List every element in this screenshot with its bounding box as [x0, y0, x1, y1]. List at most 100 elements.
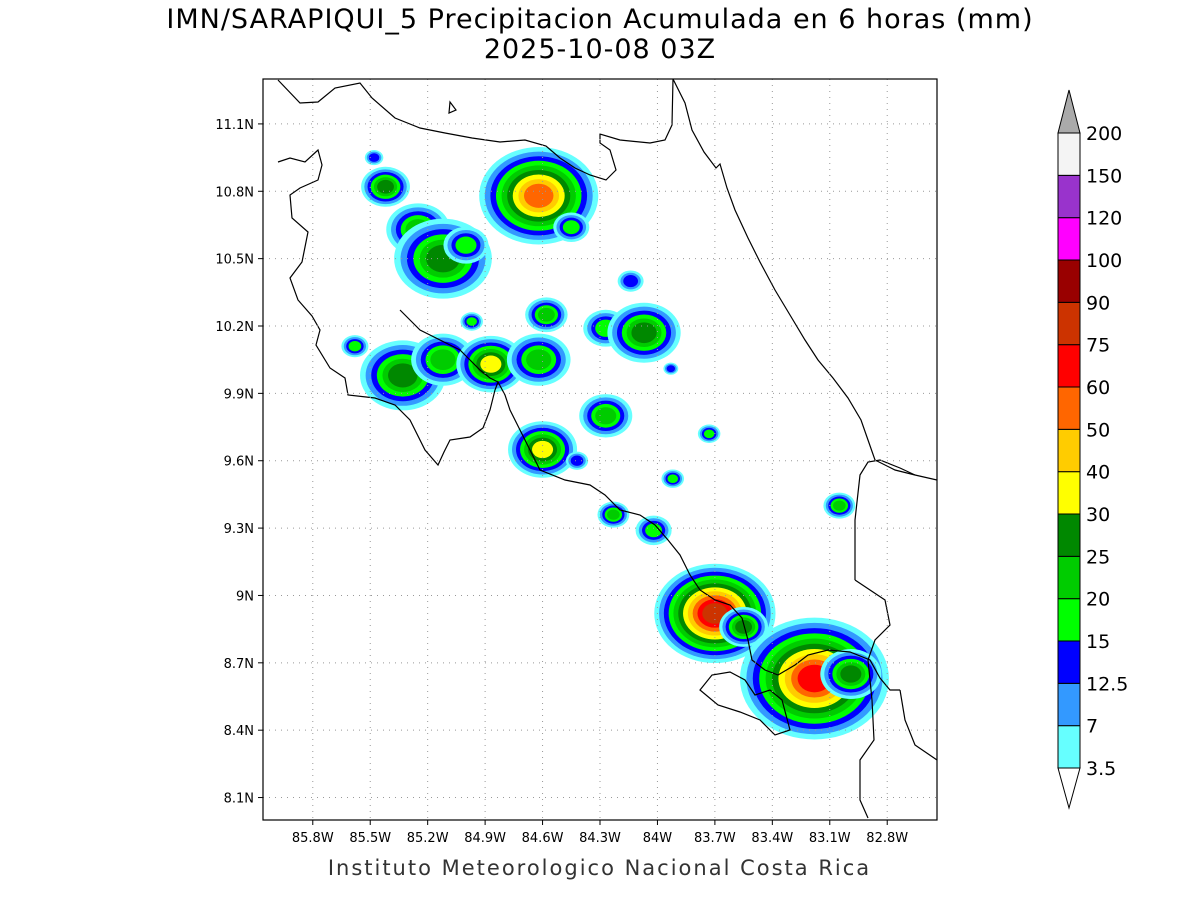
colorbar-segment [1057, 344, 1081, 388]
colorbar-segment [1057, 471, 1081, 515]
rain-cell [607, 302, 681, 363]
rain-contour [570, 455, 584, 466]
y-tick-label: 9.6N [224, 455, 254, 470]
colorbar-segment [1057, 682, 1081, 727]
grid [263, 79, 937, 820]
colorbar-segment [1057, 725, 1081, 769]
x-tick-label: 83.1W [809, 831, 851, 846]
border-line [854, 459, 916, 819]
rain-contour [455, 236, 477, 254]
rain-cell [820, 649, 882, 700]
rain-cell [617, 270, 644, 292]
colorbar-segment [1057, 174, 1081, 219]
rain-contour [703, 429, 715, 439]
rain-contour [388, 363, 418, 388]
rain-cell [719, 606, 769, 647]
y-tick-label: 10.8N [215, 185, 254, 200]
y-tick-label: 10.5N [215, 253, 254, 268]
x-tick-label: 84W [643, 831, 673, 846]
rain-contour [631, 322, 657, 344]
rain-cell [506, 333, 571, 386]
rain-cell [411, 333, 475, 386]
y-tick-label: 8.7N [224, 657, 254, 672]
colorbar-label: 100 [1086, 250, 1122, 272]
colorbar-label: 7 [1086, 716, 1098, 738]
rain-contour [526, 349, 552, 371]
colorbar-segment [1057, 301, 1081, 346]
rain-cell [661, 469, 685, 488]
x-tick-label: 84.6W [522, 831, 564, 846]
colorbar-label: 90 [1086, 292, 1110, 314]
colorbar-label: 3.5 [1086, 758, 1116, 780]
y-tick-label: 8.1N [224, 792, 254, 807]
rain-cell [553, 212, 590, 242]
coast-line [672, 79, 937, 481]
rain-contour [840, 665, 862, 683]
coast-line [899, 689, 937, 761]
rain-cell [663, 362, 679, 375]
rain-cell [565, 451, 589, 470]
x-tick-label: 83.4W [751, 831, 793, 846]
colorbar-label: 20 [1086, 589, 1110, 611]
coastline [277, 79, 937, 819]
colorbar-label: 15 [1086, 631, 1110, 653]
rain-contour [430, 349, 456, 371]
rain-contour [667, 474, 679, 483]
rain-cell [579, 394, 633, 438]
rain-cell [341, 335, 369, 358]
x-tick-label: 82.8W [866, 831, 908, 846]
map-subtitle-date: 2025-10-08 03Z [483, 34, 717, 65]
colorbar-segment [1057, 555, 1081, 600]
rain-cell [697, 424, 721, 444]
rain-cell [460, 312, 483, 331]
x-tick-label: 84.9W [464, 831, 506, 846]
map-footer-credit: Instituto Meteorologico Nacional Costa R… [327, 856, 872, 880]
border-line [277, 79, 674, 181]
rain-cell [597, 501, 630, 528]
map-title: IMN/SARAPIQUI_5 Precipitacion Acumulada … [166, 4, 1034, 35]
colorbar-label: 200 [1086, 123, 1122, 145]
colorbar-segment [1057, 259, 1081, 303]
colorbar-segment [1057, 217, 1081, 261]
colorbar-low-arrow [1057, 767, 1081, 810]
rain-contour [735, 619, 753, 634]
colorbar-segment [1057, 640, 1081, 684]
rain-contour [833, 500, 846, 511]
rain-contour [532, 440, 554, 459]
colorbar: 3.5 7 12.5 15 20 25 30 40 50 60 75 90 100 120 150 200 [1057, 89, 1128, 810]
rain-contour [645, 523, 663, 538]
rain-contour [348, 341, 362, 352]
rain-contour [480, 355, 502, 373]
rain-contour [666, 365, 676, 373]
colorbar-label: 50 [1086, 419, 1110, 441]
y-tick-label: 10.2N [215, 320, 254, 335]
y-axis-ticks: 8.1N 8.4N 8.7N 9N 9.3N 9.6N 9.9N 10.2N 10.5N 10.8… [215, 118, 263, 807]
x-tick-label: 85.5W [349, 831, 391, 846]
y-tick-label: 9N [236, 589, 254, 604]
coast-line [399, 309, 499, 383]
y-tick-label: 8.4N [224, 724, 254, 739]
rain-field [341, 147, 889, 740]
rain-cell [364, 150, 384, 166]
colorbar-segment [1057, 513, 1081, 557]
coast-line [699, 671, 791, 736]
colorbar-label: 120 [1086, 208, 1122, 230]
rain-contour [623, 275, 639, 288]
colorbar-label: 150 [1086, 165, 1122, 187]
colorbar-label: 75 [1086, 335, 1110, 357]
rain-contour [562, 220, 580, 235]
lake-shore [448, 100, 457, 114]
rain-contour [537, 307, 555, 322]
rain-cell [635, 515, 672, 546]
rain-contour [595, 407, 617, 425]
rain-contour [607, 509, 620, 520]
rain-cell [525, 297, 568, 333]
y-tick-label: 9.3N [224, 522, 254, 537]
x-axis-ticks: 85.8W 85.5W 85.2W 84.9W 84.6W 84.3W 84W 83.7W 83… [292, 820, 908, 846]
y-tick-label: 11.1N [215, 118, 254, 133]
rain-cell [361, 166, 410, 207]
rain-cell [508, 421, 578, 478]
x-tick-label: 85.8W [292, 831, 334, 846]
colorbar-label: 60 [1086, 377, 1110, 399]
